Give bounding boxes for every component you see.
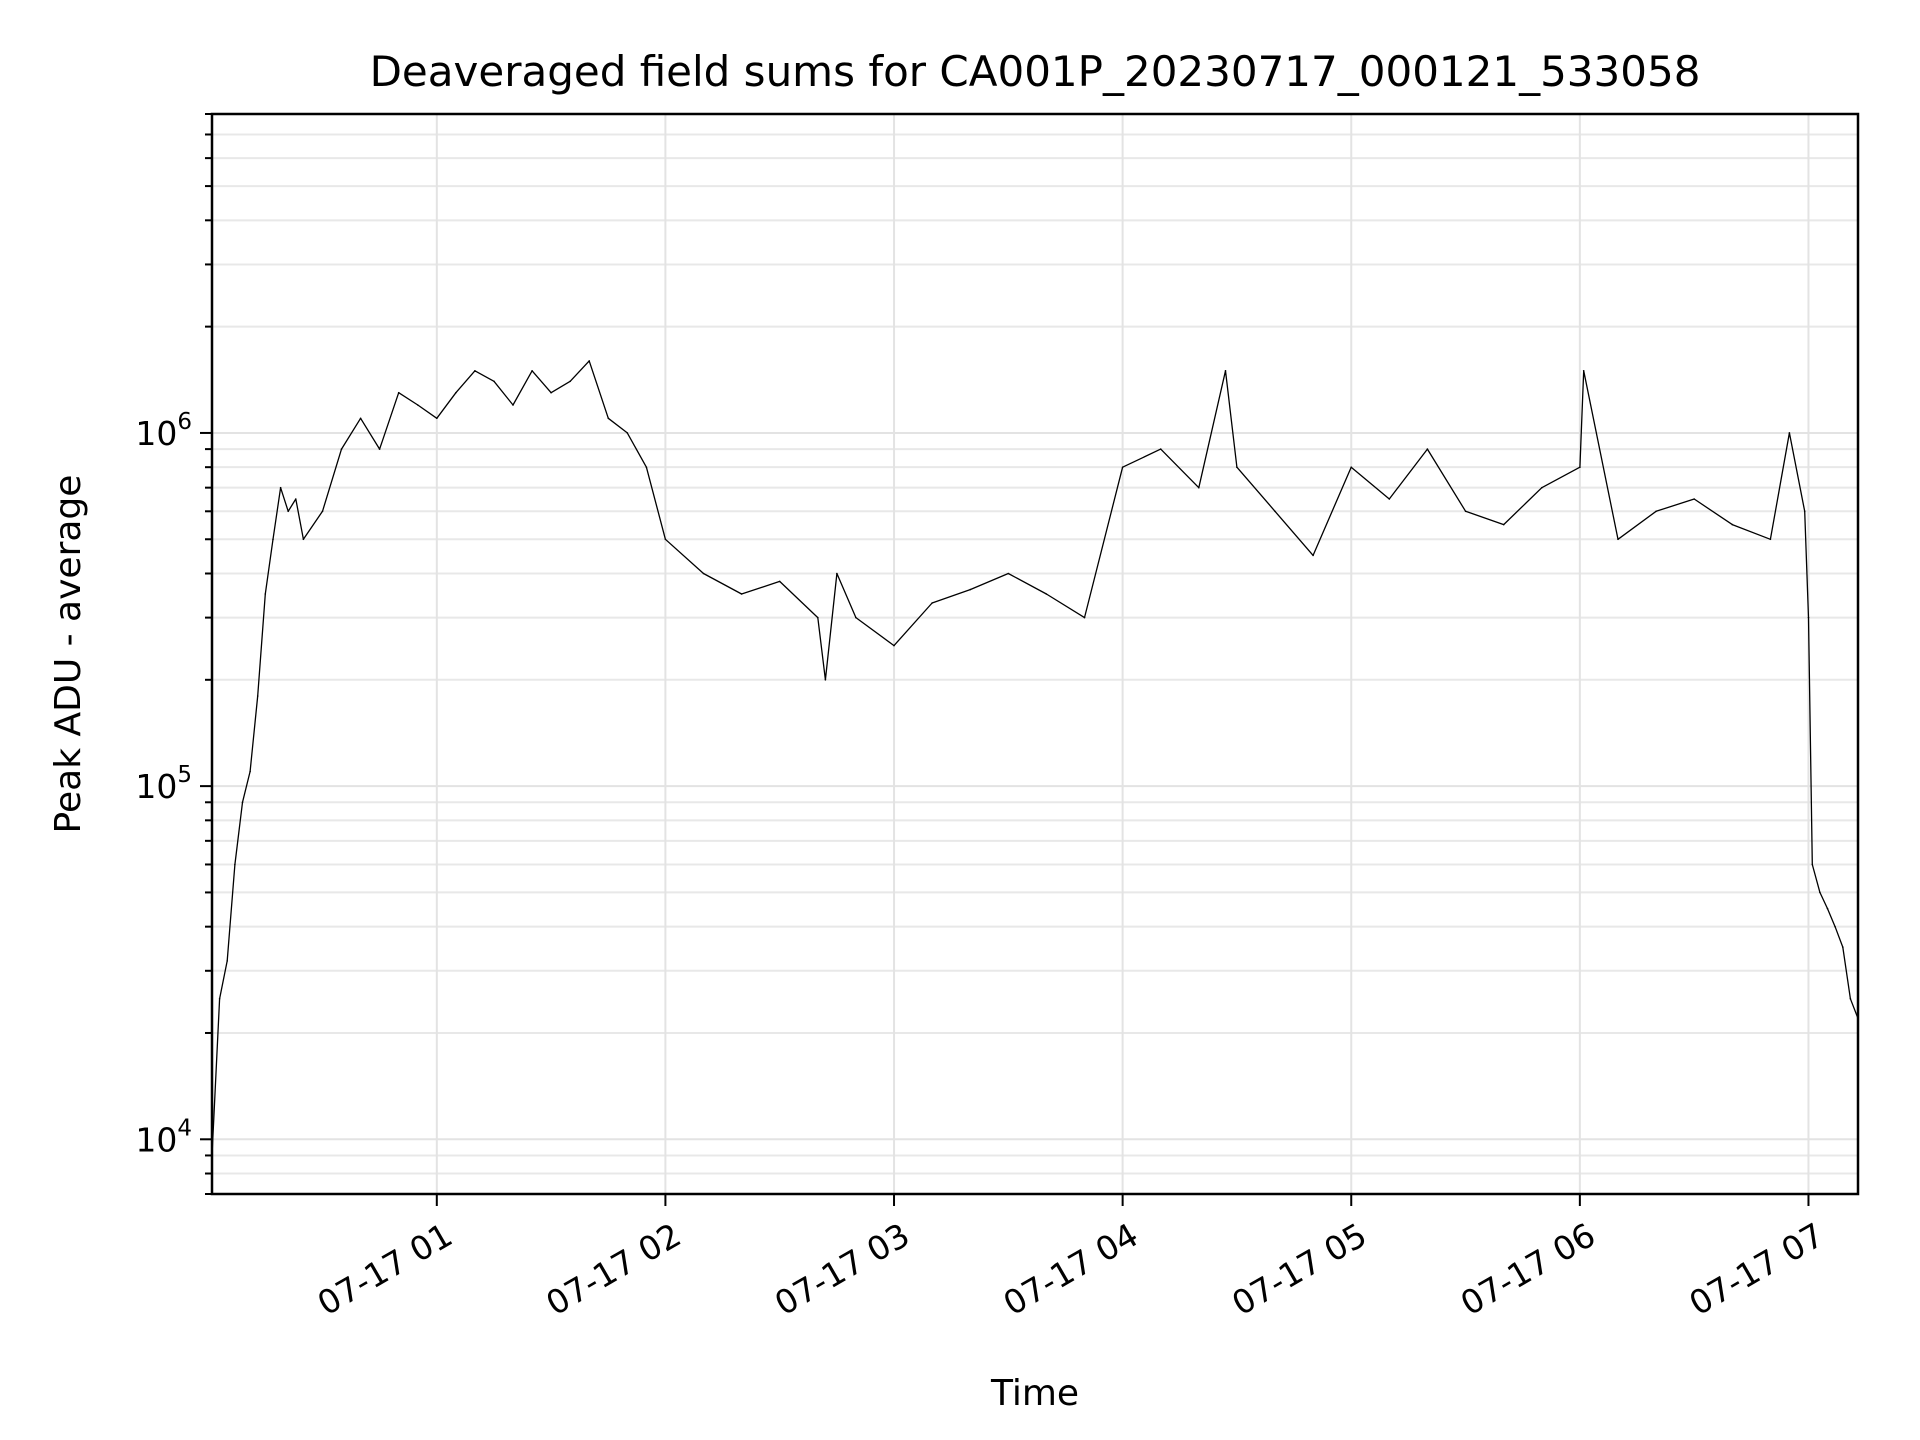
- data-point: [1388, 498, 1391, 500]
- data-point: [1834, 925, 1836, 928]
- data-point: [512, 404, 514, 406]
- data-point: [359, 417, 362, 420]
- data-point: [1426, 448, 1429, 450]
- data-point: [1803, 510, 1806, 513]
- data-point: [1769, 538, 1772, 541]
- data-point: [855, 616, 857, 619]
- data-point: [1350, 466, 1352, 469]
- data-point: [397, 391, 400, 394]
- plot-frame: [210, 112, 1860, 1196]
- x-axis-label: Time: [990, 1373, 1079, 1414]
- data-point: [607, 417, 610, 420]
- chart-title: Deaveraged field sums for CA001P_2023071…: [370, 47, 1701, 96]
- data-point: [1849, 998, 1852, 1000]
- data-point: [588, 360, 590, 362]
- data-point: [295, 498, 297, 500]
- data-point: [817, 616, 819, 619]
- data-point: [272, 538, 274, 541]
- data-point: [664, 538, 667, 541]
- data-point: [1159, 448, 1162, 450]
- data-point: [1655, 510, 1657, 513]
- data-point: [234, 863, 236, 866]
- data-point: [824, 679, 827, 681]
- data-point: [279, 486, 282, 489]
- data-point: [1502, 523, 1505, 526]
- data-point: [302, 538, 305, 541]
- y-axis-label: Peak ADU - average: [48, 475, 89, 834]
- data-point: [436, 417, 438, 420]
- y-tick-label: 106: [135, 409, 192, 453]
- data-point: [1811, 863, 1814, 866]
- data-point: [893, 644, 895, 647]
- data-point: [1464, 510, 1467, 513]
- data-point: [1236, 466, 1238, 469]
- data-point: [626, 432, 629, 434]
- data-point: [1842, 946, 1844, 948]
- data-point: [241, 801, 244, 804]
- data-point: [1198, 486, 1200, 489]
- data-point: [249, 770, 251, 773]
- data-point: [256, 695, 259, 697]
- data-point: [1224, 370, 1227, 372]
- data-point: [1788, 432, 1791, 434]
- data-point: [1121, 466, 1124, 469]
- data-point: [702, 572, 705, 575]
- grid: [212, 113, 1858, 1195]
- y-tick-label: 105: [135, 762, 192, 806]
- data-point: [493, 380, 495, 383]
- data-point: [645, 466, 648, 469]
- data-point: [778, 580, 781, 583]
- data-point: [264, 593, 267, 595]
- data-point: [569, 380, 571, 383]
- data-point: [1807, 616, 1810, 619]
- data-point: [455, 391, 457, 394]
- series-layer: [211, 360, 1859, 1157]
- data-point: [1312, 554, 1314, 557]
- data-point: [531, 370, 533, 372]
- data-point: [550, 391, 552, 394]
- data-point: [321, 510, 324, 513]
- data-point: [1274, 510, 1276, 513]
- data-point: [1083, 616, 1086, 619]
- y-tick-label: 104: [135, 1115, 192, 1159]
- data-point: [417, 404, 419, 406]
- data-point: [1045, 593, 1048, 595]
- data-point: [969, 588, 971, 591]
- data-point: [1693, 498, 1695, 500]
- data-point: [218, 998, 221, 1000]
- data-point: [1007, 572, 1010, 575]
- data-point: [1579, 466, 1581, 469]
- data-point: [378, 448, 381, 450]
- data-point: [1826, 907, 1829, 910]
- data-point: [1541, 486, 1543, 489]
- data-point: [287, 510, 290, 513]
- data-point: [1617, 538, 1619, 541]
- data-point: [1582, 370, 1585, 372]
- data-point: [931, 602, 933, 604]
- data-point: [474, 370, 476, 372]
- data-point: [836, 572, 838, 575]
- data-point: [226, 960, 228, 962]
- data-point: [740, 593, 743, 595]
- data-point: [340, 448, 343, 450]
- data-point: [1731, 523, 1734, 526]
- data-point: [1819, 891, 1821, 894]
